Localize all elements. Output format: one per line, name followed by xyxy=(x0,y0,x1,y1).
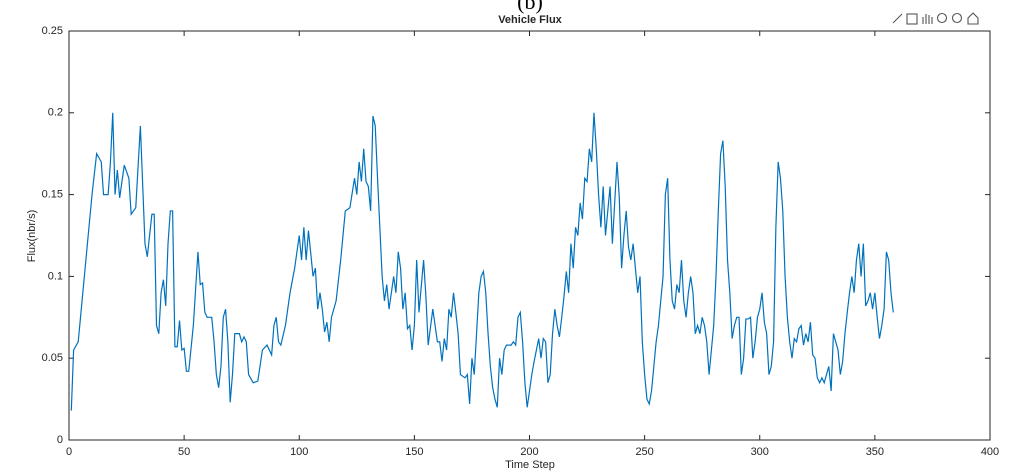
x-tick-label: 50 xyxy=(178,446,190,458)
x-tick-label: 250 xyxy=(635,446,653,458)
pan-icon[interactable] xyxy=(922,14,933,24)
zoom-out-icon[interactable] xyxy=(951,12,963,24)
x-tick-label: 0 xyxy=(66,446,72,458)
toolbar xyxy=(892,12,979,25)
x-tick-label: 150 xyxy=(405,446,423,458)
y-tick-label: 0 xyxy=(57,434,63,446)
datatip-icon[interactable] xyxy=(906,13,918,25)
y-tick-label: 0.1 xyxy=(48,270,63,282)
zoom-in-icon[interactable] xyxy=(936,12,948,24)
home-icon[interactable] xyxy=(967,12,979,25)
y-tick-label: 0.2 xyxy=(48,107,63,119)
x-tick-label: 400 xyxy=(981,446,999,458)
x-tick-label: 100 xyxy=(290,446,308,458)
data-line xyxy=(70,112,894,411)
y-tick-label: 0.15 xyxy=(42,189,63,201)
y-tick-label: 0.25 xyxy=(42,25,63,37)
caption: (b) xyxy=(517,0,543,14)
axes-box xyxy=(68,30,991,441)
y-tick-label: 0.05 xyxy=(42,352,63,364)
x-tick-label: 200 xyxy=(520,446,538,458)
y-axis-label: Flux(nbr/s) xyxy=(26,210,38,263)
x-axis-label: Time Step xyxy=(505,459,555,471)
x-tick-label: 300 xyxy=(751,446,769,458)
x-tick-label: 350 xyxy=(866,446,884,458)
chart-title: Vehicle Flux xyxy=(498,14,562,26)
brush-icon[interactable] xyxy=(892,13,903,24)
